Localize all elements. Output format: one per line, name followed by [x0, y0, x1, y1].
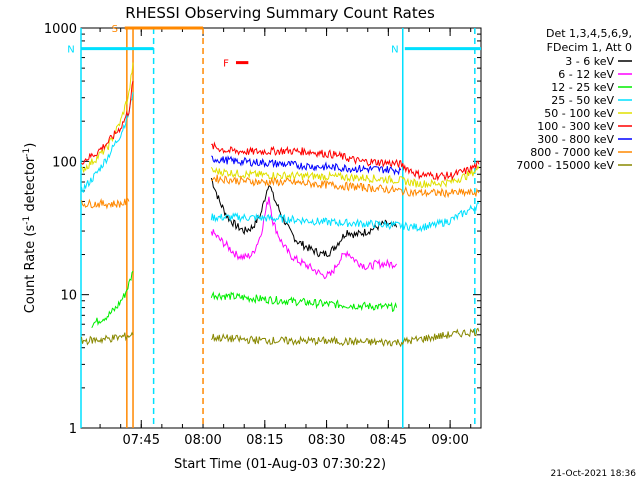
y-axis-label-sup2: -1	[22, 148, 32, 157]
chart-title: RHESSI Observing Summary Count Rates	[125, 4, 435, 22]
y-axis-label-sup1: -1	[22, 216, 32, 225]
x-axis-label: Start Time (01-Aug-03 07:30:22)	[174, 457, 386, 472]
legend-entry-label: 100 - 300 keV	[537, 120, 614, 133]
series-line	[211, 174, 480, 199]
legend-entry-label: 7000 - 15000 keV	[516, 159, 614, 172]
series-line	[210, 164, 480, 189]
series-line	[210, 200, 480, 233]
x-tick-label: 08:00	[184, 433, 221, 448]
y-axis-label: Count Rate (s-1 detector-1)	[22, 143, 38, 314]
series-line	[211, 155, 402, 176]
y-tick-label: 10	[60, 289, 77, 304]
series-line	[210, 327, 480, 348]
series-line	[81, 92, 134, 193]
legend-entry-label: 6 - 12 keV	[558, 68, 614, 81]
timestamp: 21-Oct-2021 18:36	[551, 469, 637, 479]
x-tick-label: 08:45	[370, 433, 407, 448]
legend-entry-label: 800 - 7000 keV	[530, 146, 614, 159]
legend-entry-label: 50 - 100 keV	[544, 107, 614, 120]
legend-entry-label: 25 - 50 keV	[551, 94, 614, 107]
series-line	[91, 270, 134, 329]
legend-header: FDecim 1, Att 0	[547, 41, 632, 54]
legend: Det 1,3,4,5,6,9,FDecim 1, Att 03 - 6 keV…	[516, 27, 632, 172]
series-line	[210, 196, 398, 280]
legend-entry-label: 300 - 800 keV	[537, 133, 614, 146]
x-tick-label: 08:30	[308, 433, 345, 448]
plot-area: 1 10 100 1000 07:45 08:00 08:15 08:30 08:45 09:00…	[44, 22, 482, 448]
flag-label: N	[67, 45, 74, 56]
y-axis-label-mid: detector	[23, 156, 38, 216]
legend-header: Det 1,3,4,5,6,9,	[546, 27, 632, 40]
flag-label: F	[223, 59, 229, 70]
x-tick-label: 09:00	[431, 433, 468, 448]
legend-entry-label: 12 - 25 keV	[551, 81, 614, 94]
flag-label: N	[391, 45, 398, 56]
series-line	[211, 141, 480, 182]
y-axis-label-main: Count Rate (s	[23, 225, 38, 314]
series-line	[81, 80, 134, 165]
legend-entry-label: 3 - 6 keV	[565, 55, 614, 68]
x-tick-label: 08:15	[246, 433, 283, 448]
x-tick-label: 07:45	[123, 433, 160, 448]
series-line	[81, 62, 134, 173]
series-line	[81, 331, 134, 346]
flag-label: S	[112, 24, 118, 35]
y-tick-label: 1000	[44, 22, 77, 37]
series-line	[81, 197, 130, 210]
series-line	[210, 291, 398, 313]
y-axis-label-end: )	[23, 143, 38, 148]
y-tick-label: 1	[69, 422, 77, 437]
y-tick-label: 100	[52, 155, 77, 170]
series-line	[210, 177, 398, 258]
